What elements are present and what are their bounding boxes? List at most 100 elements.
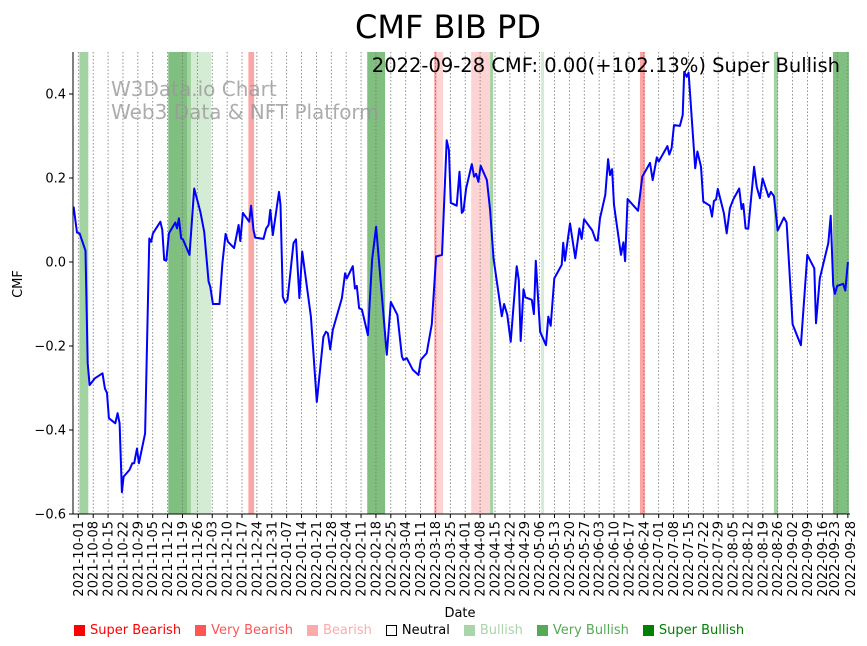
- legend-label: Super Bearish: [90, 622, 182, 638]
- legend-swatch-icon: [195, 624, 207, 636]
- x-tick-label: 2022-05-20: [563, 521, 578, 597]
- x-tick-label: 2022-04-08: [474, 521, 489, 597]
- x-tick-label: 2022-08-12: [741, 521, 756, 597]
- regime-band: [541, 52, 545, 514]
- x-tick-label: 2022-03-11: [414, 521, 429, 597]
- x-tick-label: 2022-03-18: [429, 521, 444, 597]
- legend-swatch-icon: [642, 624, 654, 636]
- x-tick-label: 2021-11-12: [161, 521, 176, 597]
- x-gridlines: [77, 52, 849, 514]
- x-tick-label: 2022-09-02: [786, 521, 801, 597]
- x-tick-label: 2022-08-19: [756, 521, 771, 597]
- x-tick-label: 2022-06-03: [593, 521, 608, 597]
- x-tick-label: 2022-07-08: [667, 521, 682, 597]
- legend-swatch-icon: [536, 624, 548, 636]
- x-tick-label: 2021-12-24: [250, 521, 265, 597]
- cmf-series-line: [72, 70, 849, 494]
- chart-subtitle: 2022-09-28 CMF: 0.00(+102.13%) Super Bul…: [372, 54, 840, 77]
- x-tick-label: 2022-06-24: [637, 521, 652, 597]
- x-tick-label: 2022-01-07: [280, 521, 295, 597]
- x-axis-label: Date: [444, 606, 475, 621]
- chart-title: CMF BIB PD: [355, 8, 541, 46]
- regime-band: [191, 52, 212, 514]
- x-tick-label: 2022-02-11: [355, 521, 370, 597]
- x-tick-label: 2021-10-29: [131, 521, 146, 597]
- x-axis-ticks: 2021-10-01 2021-10-08 2021-10-15 2021-10-22…: [72, 514, 859, 597]
- x-tick-label: 2021-11-26: [191, 521, 206, 597]
- x-tick-label: 2022-01-21: [310, 521, 325, 597]
- legend-swatch-icon: [385, 624, 397, 636]
- legend-swatch-icon: [306, 624, 318, 636]
- x-tick-label: 2022-08-05: [727, 521, 742, 597]
- x-tick-label: 2022-04-29: [518, 521, 533, 597]
- x-tick-label: 2021-12-17: [236, 521, 251, 597]
- x-tick-label: 2022-05-06: [533, 521, 548, 597]
- x-tick-label: 2022-09-23: [828, 521, 843, 597]
- y-tick-label: 0.4: [45, 88, 66, 103]
- legend-item: Bearish: [306, 620, 372, 640]
- legend-label: Bearish: [322, 622, 372, 638]
- x-tick-label: 2022-03-04: [399, 521, 414, 597]
- x-tick-label: 2022-05-27: [578, 521, 593, 597]
- y-tick-label: −0.6: [34, 508, 66, 523]
- watermark-line-1: W3Data.io Chart: [111, 77, 277, 101]
- x-tick-label: 2022-07-29: [712, 521, 727, 597]
- regime-band: [248, 52, 255, 514]
- legend-label: Very Bullish: [552, 622, 629, 638]
- legend: Super Bearish Very Bearish Bearish Neutral B…: [74, 620, 744, 640]
- x-tick-label: 2022-02-04: [340, 521, 355, 597]
- x-tick-label: 2022-04-15: [488, 521, 503, 597]
- x-tick-label: 2021-10-22: [116, 521, 131, 597]
- legend-item: Very Bearish: [195, 620, 293, 640]
- x-tick-label: 2021-10-08: [87, 521, 102, 597]
- y-tick-label: −0.4: [34, 424, 66, 439]
- legend-item: Super Bearish: [74, 620, 181, 640]
- x-tick-label: 2022-05-13: [548, 521, 563, 597]
- x-tick-label: 2021-12-03: [206, 521, 221, 597]
- x-tick-label: 2022-07-15: [682, 521, 697, 597]
- x-tick-label: 2022-07-22: [697, 521, 712, 597]
- regime-band: [639, 52, 646, 514]
- x-tick-label: 2021-11-19: [176, 521, 191, 597]
- x-tick-label: 2022-06-10: [608, 521, 623, 597]
- x-tick-label: 2022-04-01: [459, 521, 474, 597]
- x-tick-label: 2022-07-01: [652, 521, 667, 597]
- x-tick-label: 2022-06-17: [622, 521, 637, 597]
- y-tick-label: −0.2: [34, 340, 66, 355]
- y-tick-label: 0.0: [45, 256, 66, 271]
- regime-band: [773, 52, 778, 514]
- regime-band: [471, 52, 491, 514]
- y-tick-label: 0.2: [45, 172, 66, 187]
- x-tick-label: 2022-02-18: [369, 521, 384, 597]
- regime-band: [490, 52, 494, 514]
- x-tick-label: 2022-09-28: [844, 521, 859, 597]
- x-tick-label: 2022-08-26: [771, 521, 786, 597]
- legend-label: Bullish: [479, 622, 523, 638]
- legend-label: Very Bearish: [211, 622, 293, 638]
- legend-swatch-icon: [463, 624, 475, 636]
- regime-band: [436, 52, 444, 514]
- legend-item: Super Bullish: [642, 620, 745, 640]
- x-tick-label: 2022-01-14: [295, 521, 310, 597]
- legend-item: Very Bullish: [536, 620, 629, 640]
- x-tick-label: 2021-12-31: [265, 521, 280, 597]
- legend-item: Neutral: [385, 620, 450, 640]
- legend-swatch-icon: [74, 624, 85, 636]
- x-tick-label: 2022-03-25: [444, 521, 459, 597]
- x-tick-label: 2022-01-28: [325, 521, 340, 597]
- x-tick-label: 2022-09-16: [816, 521, 831, 597]
- regime-band: [79, 52, 89, 514]
- y-axis-ticks: 0.4 0.2 0.0 −0.2 −0.4 −0.6: [34, 88, 73, 523]
- regime-band: [187, 52, 192, 514]
- x-tick-label: 2021-11-05: [146, 521, 161, 597]
- x-tick-label: 2022-09-09: [801, 521, 816, 597]
- legend-label: Neutral: [401, 622, 450, 638]
- x-tick-label: 2022-02-25: [384, 521, 399, 597]
- legend-item: Bullish: [463, 620, 523, 640]
- y-axis-label: CMF: [11, 270, 26, 298]
- x-tick-label: 2021-12-10: [221, 521, 236, 597]
- axes: [72, 52, 850, 515]
- x-tick-label: 2022-04-22: [503, 521, 518, 597]
- legend-label: Super Bullish: [658, 622, 745, 638]
